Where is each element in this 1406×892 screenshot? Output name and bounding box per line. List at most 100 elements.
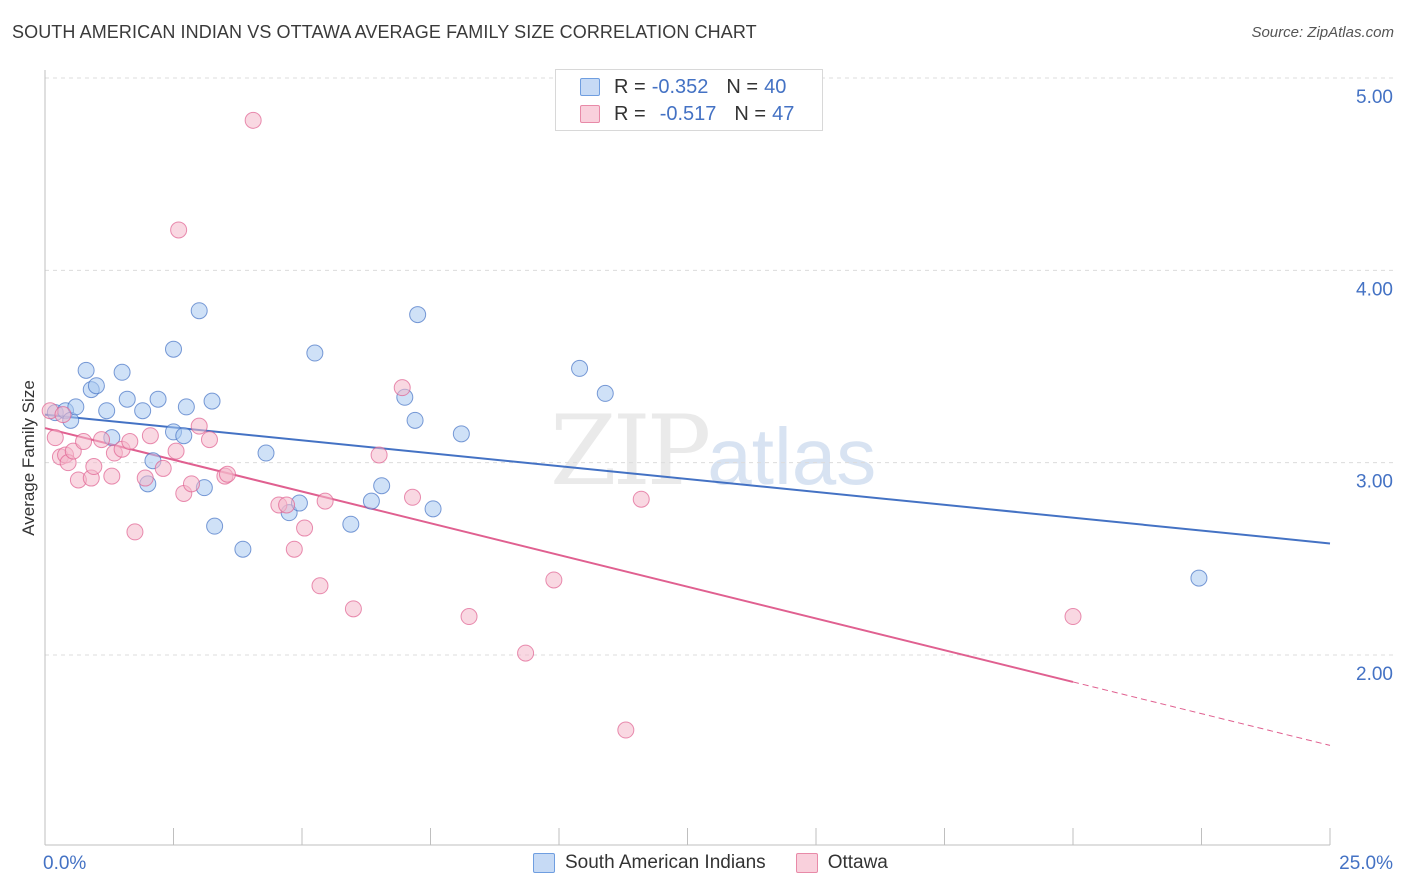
point-south-american-indians	[362, 492, 380, 510]
bottom-legend-item-ottawa: Ottawa	[795, 852, 888, 874]
legend-n-label: N =	[726, 75, 759, 98]
legend-n-value: 40	[764, 75, 787, 98]
trend-lines	[44, 413, 1331, 746]
point-south-american-indians	[203, 392, 221, 410]
point-south-american-indians	[149, 390, 167, 408]
point-ottawa	[182, 475, 200, 493]
point-south-american-indians	[306, 344, 324, 362]
point-ottawa	[154, 459, 172, 477]
point-ottawa	[46, 429, 64, 447]
point-south-american-indians	[373, 477, 391, 495]
point-ottawa	[54, 406, 72, 424]
point-south-american-indians	[98, 402, 116, 420]
point-ottawa	[517, 644, 535, 662]
point-ottawa	[545, 571, 563, 589]
point-ottawa	[85, 458, 103, 476]
point-ottawa	[617, 721, 635, 739]
point-south-american-indians	[424, 500, 442, 518]
legend: R = -0.352 N = 40 R = -0.517 N = 47	[555, 69, 823, 131]
point-ottawa	[190, 417, 208, 435]
point-south-american-indians	[67, 398, 85, 416]
bottom-legend-label: Ottawa	[827, 852, 888, 873]
point-south-american-indians	[175, 427, 193, 445]
point-ottawa	[404, 488, 422, 506]
point-ottawa	[141, 427, 159, 445]
y-tick-label: 3.00	[1356, 472, 1393, 493]
point-south-american-indians	[452, 425, 470, 443]
legend-r-label: R =	[614, 75, 646, 98]
grid-lines	[45, 77, 1395, 656]
legend-swatch-blue	[580, 78, 600, 96]
trend-line-south-american-indians	[44, 413, 1331, 545]
point-ottawa	[75, 433, 93, 451]
point-south-american-indians	[571, 359, 589, 377]
watermark-atlas: atlas	[707, 412, 877, 501]
bottom-legend-label: South American Indians	[565, 852, 766, 873]
bottom-legend-item-south-american-indians: South American Indians	[533, 852, 766, 874]
legend-n-value: 47	[772, 102, 795, 125]
point-south-american-indians	[118, 390, 136, 408]
point-ottawa	[136, 469, 154, 487]
point-south-american-indians	[1190, 569, 1208, 587]
point-ottawa	[126, 523, 144, 541]
point-south-american-indians	[165, 340, 182, 358]
y-tick-label: 5.00	[1356, 87, 1393, 108]
legend-r-value: -0.517	[659, 102, 717, 125]
point-south-american-indians	[406, 411, 424, 429]
point-south-american-indians	[409, 306, 427, 324]
legend-row-south-american-indians: R = -0.352 N = 40	[580, 74, 792, 100]
legend-r-label: R =	[614, 102, 646, 125]
point-south-american-indians	[206, 517, 224, 535]
tick-labels: 2.00 3.00 4.00 5.00 0.0% 25.0%	[43, 87, 1393, 874]
point-south-american-indians	[234, 540, 252, 558]
point-south-american-indians	[190, 302, 208, 320]
point-ottawa	[344, 600, 362, 618]
legend-swatch-pink	[580, 105, 600, 123]
point-ottawa	[393, 379, 411, 397]
x-tick-label: 25.0%	[1339, 853, 1393, 874]
axes	[44, 70, 1331, 846]
point-south-american-indians	[87, 377, 105, 395]
point-ottawa	[200, 431, 218, 449]
point-ottawa	[93, 431, 111, 449]
point-ottawa	[170, 221, 188, 239]
point-south-american-indians	[342, 515, 360, 533]
point-south-american-indians	[596, 384, 614, 402]
point-ottawa	[103, 467, 121, 485]
y-tick-label: 4.00	[1356, 279, 1393, 300]
point-ottawa	[167, 442, 185, 460]
trend-line-ottawa-extension	[1072, 681, 1331, 746]
point-ottawa	[121, 433, 139, 451]
point-ottawa	[632, 490, 650, 508]
y-axis-label: Average Family Size	[19, 380, 38, 536]
point-ottawa	[218, 465, 236, 483]
source-label: Source: ZipAtlas.com	[1251, 24, 1394, 41]
legend-r-value: -0.352	[651, 75, 709, 98]
point-ottawa	[244, 111, 262, 129]
point-south-american-indians	[134, 402, 152, 420]
y-tick-label: 2.00	[1356, 664, 1393, 685]
legend-row-ottawa: R = -0.517 N = 47	[580, 101, 800, 127]
point-ottawa	[296, 519, 314, 537]
watermark-zip: ZIP	[550, 395, 711, 507]
watermark: ZIPatlas	[550, 395, 876, 507]
point-south-american-indians	[177, 398, 195, 416]
point-ottawa	[311, 577, 329, 595]
point-ottawa	[460, 608, 478, 626]
legend-n-label: N =	[734, 102, 767, 125]
point-south-american-indians	[113, 363, 131, 381]
chart-title: SOUTH AMERICAN INDIAN VS OTTAWA AVERAGE …	[12, 22, 757, 42]
point-ottawa	[1064, 608, 1082, 626]
point-south-american-indians	[77, 361, 95, 379]
bottom-legend-swatch-pink	[795, 853, 818, 873]
point-ottawa	[370, 446, 388, 464]
trend-line-ottawa	[44, 427, 1074, 683]
bottom-legend: South American Indians Ottawa	[533, 852, 918, 874]
point-ottawa	[278, 496, 296, 514]
point-ottawa	[285, 540, 303, 558]
data-points	[41, 111, 1208, 739]
point-south-american-indians	[257, 444, 275, 462]
bottom-legend-swatch-blue	[533, 853, 555, 873]
point-ottawa	[316, 492, 334, 510]
